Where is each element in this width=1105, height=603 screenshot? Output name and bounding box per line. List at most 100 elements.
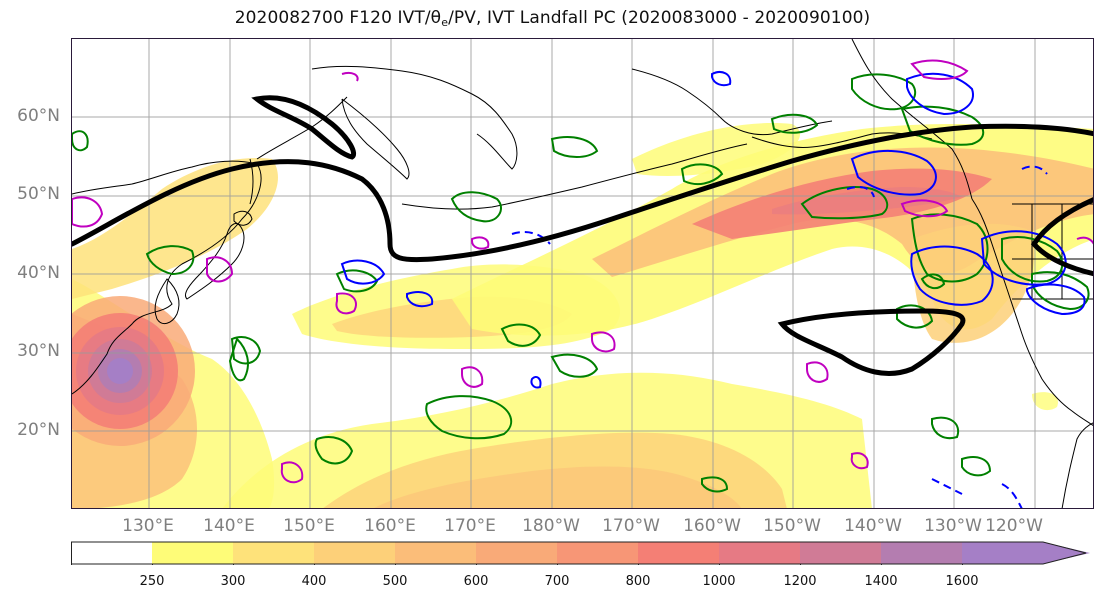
- colorbar-segment: [719, 542, 800, 564]
- theta-contour-19: [701, 476, 729, 493]
- colorbar-segment: [395, 542, 476, 564]
- theta-contour-24: [770, 113, 819, 134]
- colorbar-tick-label: 500: [382, 574, 408, 589]
- ivt-landfall-region: [912, 223, 1035, 343]
- pv-contour-14: [711, 71, 732, 87]
- lon-label-140w: 140°W: [844, 516, 902, 536]
- theta-contour-15: [228, 337, 249, 382]
- ivt-filled-field: [72, 123, 1093, 508]
- pv-contour-4: [906, 72, 974, 116]
- pv-contour-8: [846, 186, 875, 198]
- colorbar-segment: [476, 542, 557, 564]
- lat-label-30n: 30°N: [17, 341, 60, 361]
- ivt-typhoon-ring-6: [107, 358, 133, 384]
- magenta-contour-6: [591, 331, 616, 353]
- ivt-northern-patch: [632, 123, 801, 176]
- lat-label-50n: 50°N: [17, 184, 60, 204]
- magenta-contour-12: [471, 236, 490, 250]
- pc-contour-kamchatka: [251, 95, 357, 160]
- theta-contour-18: [550, 353, 599, 378]
- colorbar-tick-label: 600: [463, 574, 489, 589]
- colorbar-tick-label: 700: [544, 574, 570, 589]
- colorbar: [71, 541, 1095, 569]
- theta-contour-4: [851, 73, 917, 111]
- colorbar-segment: [71, 542, 152, 564]
- theta-contour-12: [314, 436, 354, 465]
- lon-label-140e: 140°E: [203, 516, 255, 536]
- lat-label-20n: 20°N: [17, 420, 60, 440]
- colorbar-svg: [71, 541, 1090, 565]
- lat-label-60n: 60°N: [17, 106, 60, 126]
- theta-contour-21: [931, 416, 960, 440]
- lon-label-130e: 130°E: [122, 516, 174, 536]
- coast-siberia: [311, 65, 518, 170]
- lon-label-150e: 150°E: [283, 516, 335, 536]
- coast-alaska-west: [631, 68, 833, 136]
- map-panel: [71, 38, 1094, 509]
- figure-title: 2020082700 F120 IVT/θe/PV, IVT Landfall …: [234, 8, 871, 29]
- colorbar-tick-label: 800: [625, 574, 651, 589]
- coast-mexico: [1061, 422, 1093, 508]
- theta-contour-3: [800, 186, 889, 220]
- theta-contour-1: [450, 191, 502, 223]
- coast-korea: [154, 278, 180, 325]
- pc-contour-subtropical: [777, 308, 966, 376]
- magenta-contour-7: [461, 366, 484, 388]
- pv-contour-3: [850, 150, 937, 196]
- magenta-contour-4: [206, 256, 234, 283]
- colorbar-tick-label: 1000: [702, 574, 736, 589]
- theta-contour-5: [900, 105, 985, 146]
- lon-label-160e: 160°E: [364, 516, 416, 536]
- colorbar-segment: [314, 542, 395, 564]
- map-canvas: [72, 39, 1093, 508]
- pv-contour-2: [406, 291, 434, 308]
- lon-label-170w: 170°W: [602, 516, 660, 536]
- pv-contour-7: [1026, 283, 1086, 316]
- pv-contour-9: [511, 231, 551, 245]
- theta-contour-10: [896, 304, 934, 329]
- theta-contour-11: [425, 395, 513, 440]
- theta-contour-20: [961, 456, 992, 477]
- colorbar-tick-label: 1400: [864, 574, 898, 589]
- lon-label-180w: 180°W: [522, 516, 580, 536]
- theta-e-contours: [72, 73, 1090, 493]
- colorbar-tick-label: 400: [301, 574, 327, 589]
- pv-contour-10: [530, 376, 542, 389]
- theta-contour-7: [920, 273, 946, 290]
- coast-japan: [185, 223, 245, 300]
- pv-contour-1: [340, 259, 386, 285]
- colorbar-segment: [800, 542, 881, 564]
- magenta-contours: [72, 59, 1093, 484]
- colorbar-segment: [881, 542, 962, 564]
- magenta-contour-3: [72, 196, 104, 228]
- theta-contour-6: [910, 213, 989, 283]
- coast-kamchatka: [341, 98, 410, 180]
- pv-contour-6: [980, 230, 1067, 286]
- lon-label-150w: 150°W: [763, 516, 821, 536]
- ivt-east-patch: [1032, 392, 1058, 411]
- theta-contour-13: [230, 336, 262, 365]
- magenta-contour-1: [910, 59, 969, 80]
- theta-contour-2: [680, 163, 724, 186]
- pv-contour-12: [1001, 483, 1023, 508]
- coast-us-west: [1006, 288, 1093, 426]
- theta-contour-23: [550, 136, 599, 158]
- pv-contour-11: [931, 478, 963, 495]
- magenta-contour-10: [850, 452, 869, 470]
- theta-contour-14: [145, 245, 195, 276]
- lon-label-170e: 170°E: [444, 516, 496, 536]
- magenta-contour-8: [806, 361, 829, 383]
- map-gridlines: [72, 39, 1093, 508]
- magenta-contour-13: [1076, 236, 1093, 245]
- colorbar-tick-label: 1600: [945, 574, 979, 589]
- pc-contour-main: [72, 123, 1093, 263]
- pv-contour-5: [910, 245, 994, 306]
- coast-east-asia: [72, 160, 262, 395]
- coast-aleutians: [401, 143, 748, 210]
- coast-bc: [971, 198, 1008, 290]
- theta-contour-22: [72, 130, 89, 152]
- colorbar-tick-label: 250: [139, 574, 165, 589]
- colorbar-segment: [962, 542, 1090, 564]
- colorbar-segment: [152, 542, 233, 564]
- colorbar-segment: [233, 542, 314, 564]
